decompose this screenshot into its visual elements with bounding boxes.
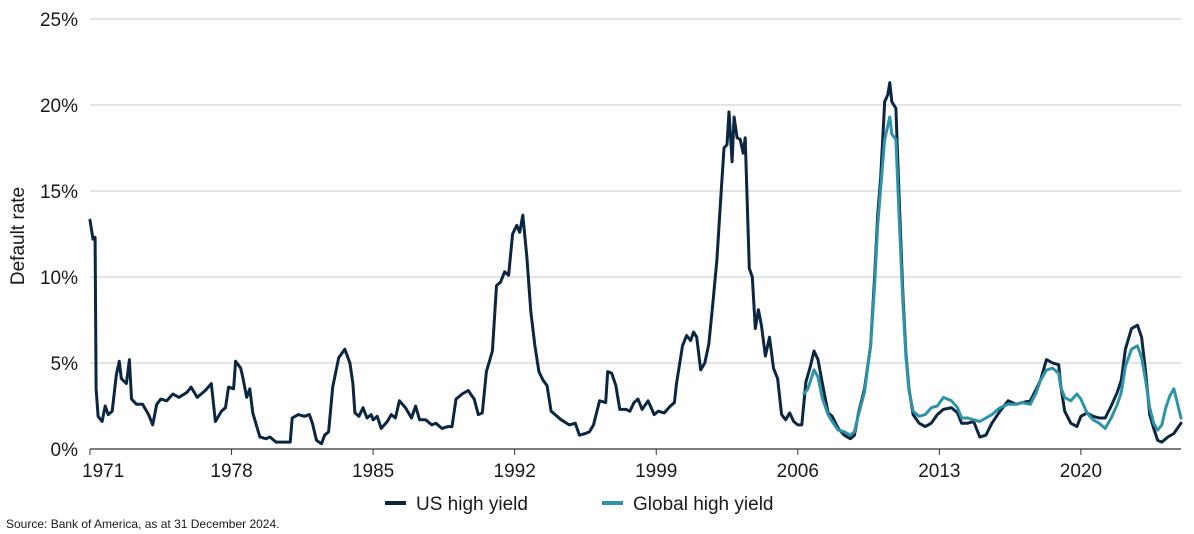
y-tick-label: 10% bbox=[40, 268, 78, 289]
x-tick-label: 1985 bbox=[352, 461, 394, 482]
x-tick-label: 1978 bbox=[210, 461, 252, 482]
y-tick-label: 20% bbox=[40, 96, 78, 117]
x-tick-label: 2020 bbox=[1060, 461, 1102, 482]
grid-lines bbox=[90, 18, 1181, 364]
x-axis-ticks: 1971 1978 1985 1992 1999 2006 2013 2020 bbox=[82, 449, 1102, 482]
legend: US high yield Global high yield bbox=[385, 494, 773, 515]
y-tick-label: 5% bbox=[51, 354, 79, 375]
x-tick-label: 1992 bbox=[494, 461, 536, 482]
x-tick-label: 2013 bbox=[918, 461, 960, 482]
y-tick-label: 15% bbox=[40, 182, 78, 203]
y-tick-label: 0% bbox=[51, 440, 79, 461]
legend-label-global-high-yield: Global high yield bbox=[633, 494, 773, 515]
series-line-us-high-yield bbox=[88, 81, 1183, 446]
x-tick-label: 1999 bbox=[635, 461, 677, 482]
source-note: Source: Bank of America, as at 31 Decemb… bbox=[6, 517, 280, 531]
x-tick-label: 1971 bbox=[82, 461, 124, 482]
y-tick-label: 25% bbox=[40, 10, 78, 31]
series-lines bbox=[88, 81, 1183, 446]
series-line-global-high-yield bbox=[802, 115, 1183, 437]
y-axis-ticks: 0% 5% 10% 15% 20% 25% bbox=[40, 10, 78, 461]
y-axis-title: Default rate bbox=[8, 187, 29, 285]
x-tick-label: 2006 bbox=[777, 461, 819, 482]
legend-label-us-high-yield: US high yield bbox=[416, 494, 528, 515]
